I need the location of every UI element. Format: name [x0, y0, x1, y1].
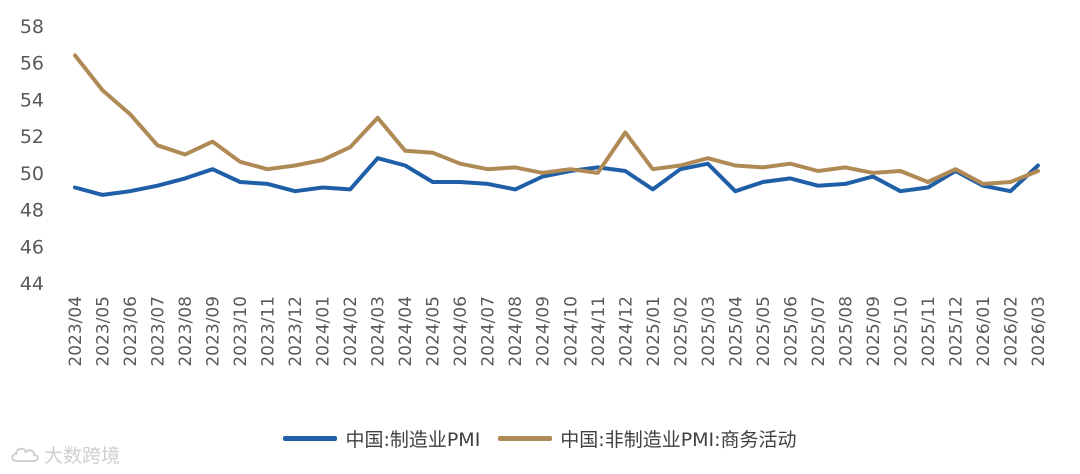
x-tick-label: 2023/10 — [231, 296, 251, 367]
y-axis: 44 46 48 50 52 54 56 58 — [20, 16, 44, 295]
x-tick-label: 2025/02 — [671, 296, 691, 367]
x-tick-label: 2024/06 — [451, 296, 471, 367]
x-tick-label: 2026/02 — [1001, 296, 1021, 367]
x-tick-label: 2025/11 — [919, 296, 939, 367]
x-axis: 2023/04 2023/05 2023/06 2023/07 2023/08 2023/… — [66, 296, 1049, 367]
x-tick-label: 2023/12 — [286, 296, 306, 367]
y-tick-label: 56 — [20, 53, 44, 75]
x-tick-label: 2024/04 — [396, 296, 416, 367]
y-tick-label: 58 — [20, 16, 44, 38]
x-tick-label: 2025/06 — [781, 296, 801, 367]
x-tick-label: 2025/12 — [946, 296, 966, 367]
legend-swatch-manufacturing — [283, 435, 338, 441]
x-tick-label: 2024/10 — [561, 296, 581, 367]
y-tick-label: 52 — [20, 126, 44, 148]
watermark-text: 大数跨境 — [44, 445, 121, 467]
x-tick-label: 2025/03 — [699, 296, 719, 367]
y-tick-label: 44 — [20, 273, 44, 295]
legend-swatch-non-manufacturing — [498, 435, 553, 441]
x-tick-label: 2025/04 — [726, 296, 746, 367]
legend-label-manufacturing: 中国:制造业PMI — [345, 428, 481, 451]
x-tick-label: 2025/10 — [891, 296, 911, 367]
x-tick-label: 2023/04 — [66, 296, 86, 367]
y-tick-label: 54 — [20, 89, 44, 111]
x-tick-label: 2025/09 — [864, 296, 884, 367]
x-tick-label: 2024/12 — [616, 296, 636, 367]
watermark: 大数跨境 — [10, 441, 120, 468]
x-tick-label: 2025/01 — [644, 296, 664, 367]
y-tick-label: 48 — [20, 200, 44, 222]
x-tick-label: 2023/05 — [94, 296, 114, 367]
legend: 中国:制造业PMI 中国:非制造业PMI:商务活动 — [0, 424, 1080, 452]
x-tick-label: 2026/03 — [1029, 296, 1049, 367]
legend-label-non-manufacturing: 中国:非制造业PMI:商务活动 — [560, 428, 797, 451]
x-tick-label: 2024/05 — [424, 296, 444, 367]
x-tick-label: 2024/01 — [314, 296, 334, 367]
x-tick-label: 2024/11 — [589, 296, 609, 367]
legend-item-manufacturing: 中国:制造业PMI — [283, 425, 480, 452]
y-tick-label: 50 — [20, 163, 44, 185]
x-tick-label: 2023/07 — [149, 296, 169, 367]
y-tick-label: 46 — [20, 236, 44, 258]
x-tick-label: 2024/09 — [534, 296, 554, 367]
legend-item-non-manufacturing: 中国:非制造业PMI:商务活动 — [498, 425, 797, 452]
x-tick-label: 2023/08 — [176, 296, 196, 367]
series-layer — [73, 53, 1040, 197]
x-tick-label: 2024/08 — [506, 296, 526, 367]
series-line-non-manufacturing — [73, 53, 1040, 186]
x-tick-label: 2024/03 — [369, 296, 389, 367]
x-tick-label: 2025/07 — [809, 296, 829, 367]
x-tick-label: 2024/02 — [341, 296, 361, 367]
x-tick-label: 2023/11 — [259, 296, 279, 367]
x-tick-label: 2023/09 — [204, 296, 224, 367]
cloud-logo-icon — [11, 447, 39, 462]
x-tick-label: 2026/01 — [974, 296, 994, 367]
x-tick-label: 2025/05 — [754, 296, 774, 367]
series-line-manufacturing — [73, 156, 1040, 197]
x-tick-label: 2024/07 — [479, 296, 499, 367]
x-tick-label: 2025/08 — [836, 296, 856, 367]
x-tick-label: 2023/06 — [121, 296, 141, 367]
